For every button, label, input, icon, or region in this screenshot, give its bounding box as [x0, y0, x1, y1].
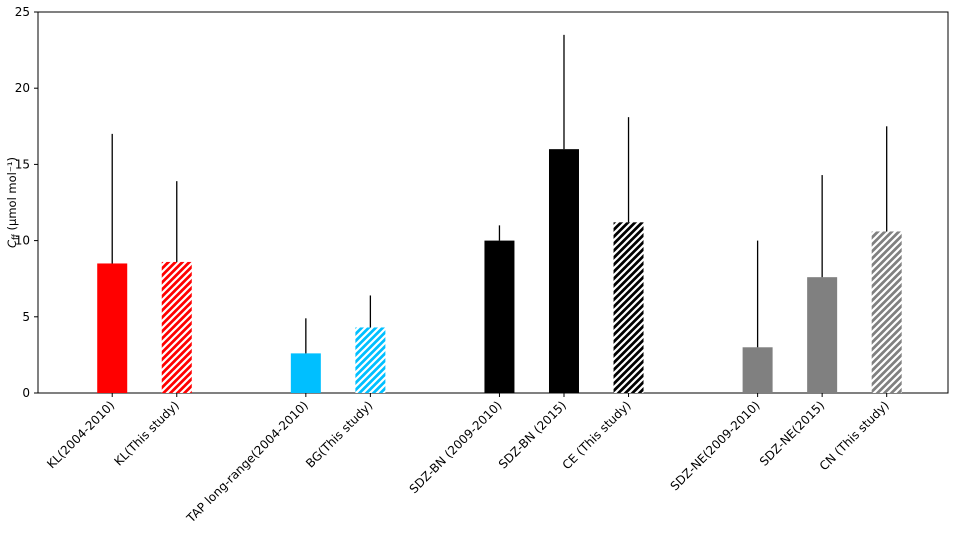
y-tick-label: 15	[15, 157, 30, 171]
bar	[742, 347, 773, 393]
y-tick-label: 10	[15, 234, 30, 248]
x-tick-label: SDZ-NE(2009-2010)	[668, 398, 763, 493]
bar	[613, 222, 644, 393]
x-tick-label: KL(2004-2010)	[44, 398, 117, 471]
bar	[871, 231, 902, 393]
y-tick-label: 0	[22, 386, 30, 400]
bar	[161, 261, 192, 393]
bar	[97, 263, 128, 393]
y-axis-label: Cff (µmol mol⁻¹)	[5, 157, 22, 248]
x-tick-label: TAP long-range(2004-2010)	[183, 398, 311, 526]
y-tick-label: 20	[15, 81, 30, 95]
bar	[807, 277, 838, 393]
x-tick-label: CE (This study)	[560, 398, 634, 472]
bar	[290, 353, 321, 393]
x-tick-label: BG(This study)	[303, 398, 375, 470]
bar	[484, 240, 515, 393]
x-tick-label: KL(This study)	[111, 398, 181, 468]
y-tick-label: 25	[15, 5, 30, 19]
bar	[548, 149, 579, 393]
x-tick-label: CN (This study)	[817, 398, 892, 473]
x-tick-label: SDZ-BN (2015)	[496, 398, 569, 471]
x-tick-label: SDZ-NE(2015)	[757, 398, 827, 468]
x-tick-label: SDZ-BN (2009-2010)	[407, 398, 505, 496]
y-tick-label: 5	[22, 310, 30, 324]
bar	[355, 327, 386, 393]
